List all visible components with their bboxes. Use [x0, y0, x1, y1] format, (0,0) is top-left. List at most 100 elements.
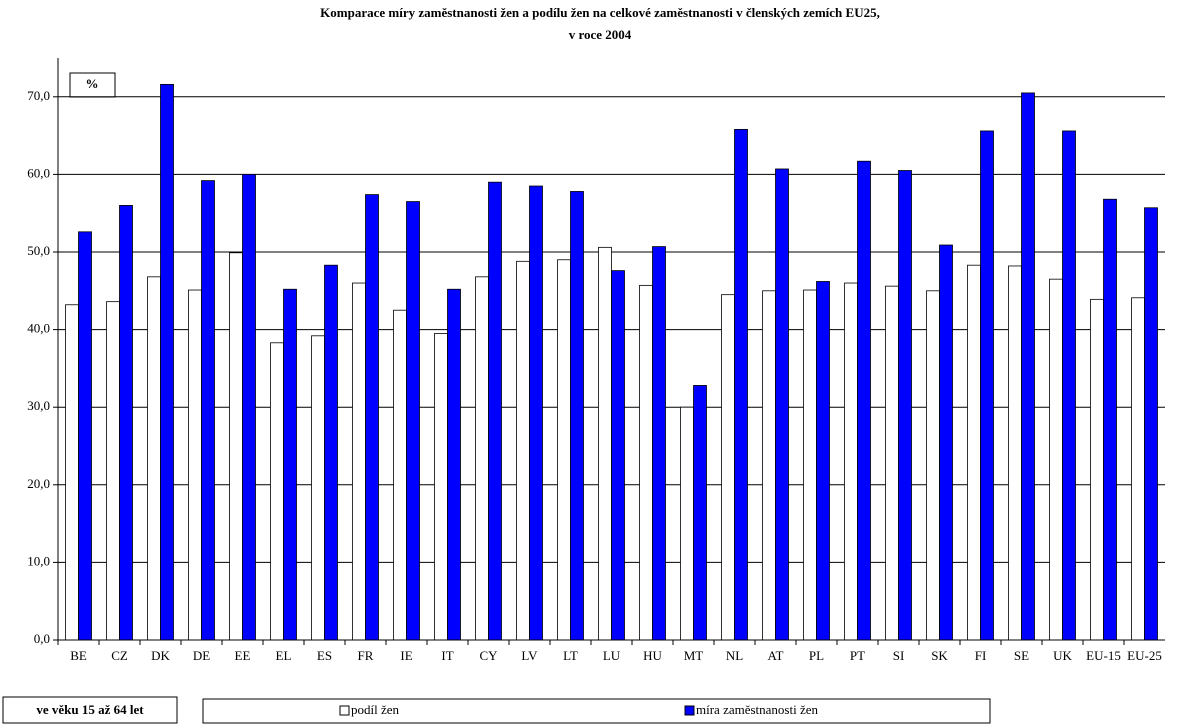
x-tick-label: IE [400, 648, 412, 663]
y-tick-label: 70,0 [27, 88, 50, 103]
x-tick-label: EE [235, 648, 251, 663]
bar [270, 342, 284, 641]
bar [885, 285, 899, 641]
x-tick-label: FI [975, 648, 987, 663]
bar [1021, 92, 1035, 641]
bar [939, 244, 953, 641]
x-tick-label: CZ [111, 648, 128, 663]
bar [1103, 198, 1117, 641]
legend-swatch [684, 705, 695, 716]
x-tick-label: MT [684, 648, 704, 663]
bar [734, 128, 748, 641]
bar [857, 160, 871, 641]
bar [488, 181, 502, 641]
bar [119, 205, 133, 641]
bar [147, 276, 161, 641]
x-tick-label: BE [70, 648, 87, 663]
bar [529, 185, 543, 641]
y-tick-label: 30,0 [27, 398, 50, 413]
bar [680, 406, 694, 641]
bar [816, 281, 830, 641]
y-tick-label: 20,0 [27, 476, 50, 491]
bar [242, 173, 256, 641]
bar [229, 252, 243, 641]
bar [78, 231, 92, 641]
bar [844, 282, 858, 641]
bar [762, 290, 776, 641]
x-tick-label: NL [726, 648, 743, 663]
x-tick-label: PT [850, 648, 865, 663]
bar [106, 301, 120, 641]
bar [160, 83, 174, 641]
unit-label: % [86, 76, 99, 91]
bar [980, 130, 994, 641]
bar [926, 290, 940, 641]
bar [447, 288, 461, 641]
unit-box [69, 72, 116, 98]
x-tick-label: LU [603, 648, 621, 663]
x-tick-label: LT [563, 648, 578, 663]
x-tick-label: DE [193, 648, 210, 663]
bar [721, 294, 735, 641]
bar [1144, 207, 1158, 641]
chart-title: Komparace míry zaměstnanosti žen a podíl… [320, 5, 880, 20]
bar [1062, 130, 1076, 641]
bar [598, 246, 612, 641]
x-tick-label: SI [893, 648, 905, 663]
bar [1049, 278, 1063, 641]
bar [557, 259, 571, 641]
x-tick-label: PL [809, 648, 824, 663]
x-tick-label: EL [276, 648, 292, 663]
legend [202, 698, 991, 724]
bar [352, 282, 366, 641]
legend-label: míra zaměstnanosti žen [696, 702, 819, 717]
bar [393, 309, 407, 641]
x-tick-label: SE [1014, 648, 1029, 663]
bar [475, 276, 489, 641]
x-tick-label: ES [317, 648, 332, 663]
x-tick-label: AT [768, 648, 784, 663]
x-tick-label: HU [643, 648, 662, 663]
y-tick-label: 40,0 [27, 321, 50, 336]
bar [324, 264, 338, 641]
y-tick-label: 60,0 [27, 165, 50, 180]
x-tick-label: SK [931, 648, 948, 663]
x-tick-label: EU-15 [1086, 648, 1121, 663]
bar [1008, 265, 1022, 641]
x-tick-label: EU-25 [1127, 648, 1162, 663]
bar [803, 289, 817, 641]
x-tick-label: UK [1053, 648, 1072, 663]
bar [516, 260, 530, 641]
bar [775, 168, 789, 641]
x-tick-label: DK [151, 648, 170, 663]
y-tick-label: 0,0 [34, 631, 50, 646]
bar [693, 385, 707, 641]
bar [652, 246, 666, 641]
bar [434, 333, 448, 641]
y-tick-label: 10,0 [27, 553, 50, 568]
x-tick-label: FR [358, 648, 374, 663]
bar [365, 194, 379, 641]
chart-title: v roce 2004 [569, 27, 632, 42]
x-tick-label: CY [479, 648, 498, 663]
x-tick-label: IT [441, 648, 453, 663]
bar [1090, 298, 1104, 641]
bar [639, 284, 653, 641]
bar [283, 288, 297, 641]
bar [967, 264, 981, 641]
y-tick-label: 50,0 [27, 243, 50, 258]
bar [898, 170, 912, 641]
bar [188, 289, 202, 641]
bar [65, 304, 79, 641]
bar [201, 180, 215, 641]
x-tick-label: LV [521, 648, 538, 663]
bar [1131, 297, 1145, 641]
legend-swatch [339, 705, 350, 716]
bar [311, 335, 325, 641]
legend-label: podíl žen [351, 702, 400, 717]
bar [406, 201, 420, 641]
note: ve věku 15 až 64 let [36, 702, 144, 717]
bar [570, 191, 584, 641]
